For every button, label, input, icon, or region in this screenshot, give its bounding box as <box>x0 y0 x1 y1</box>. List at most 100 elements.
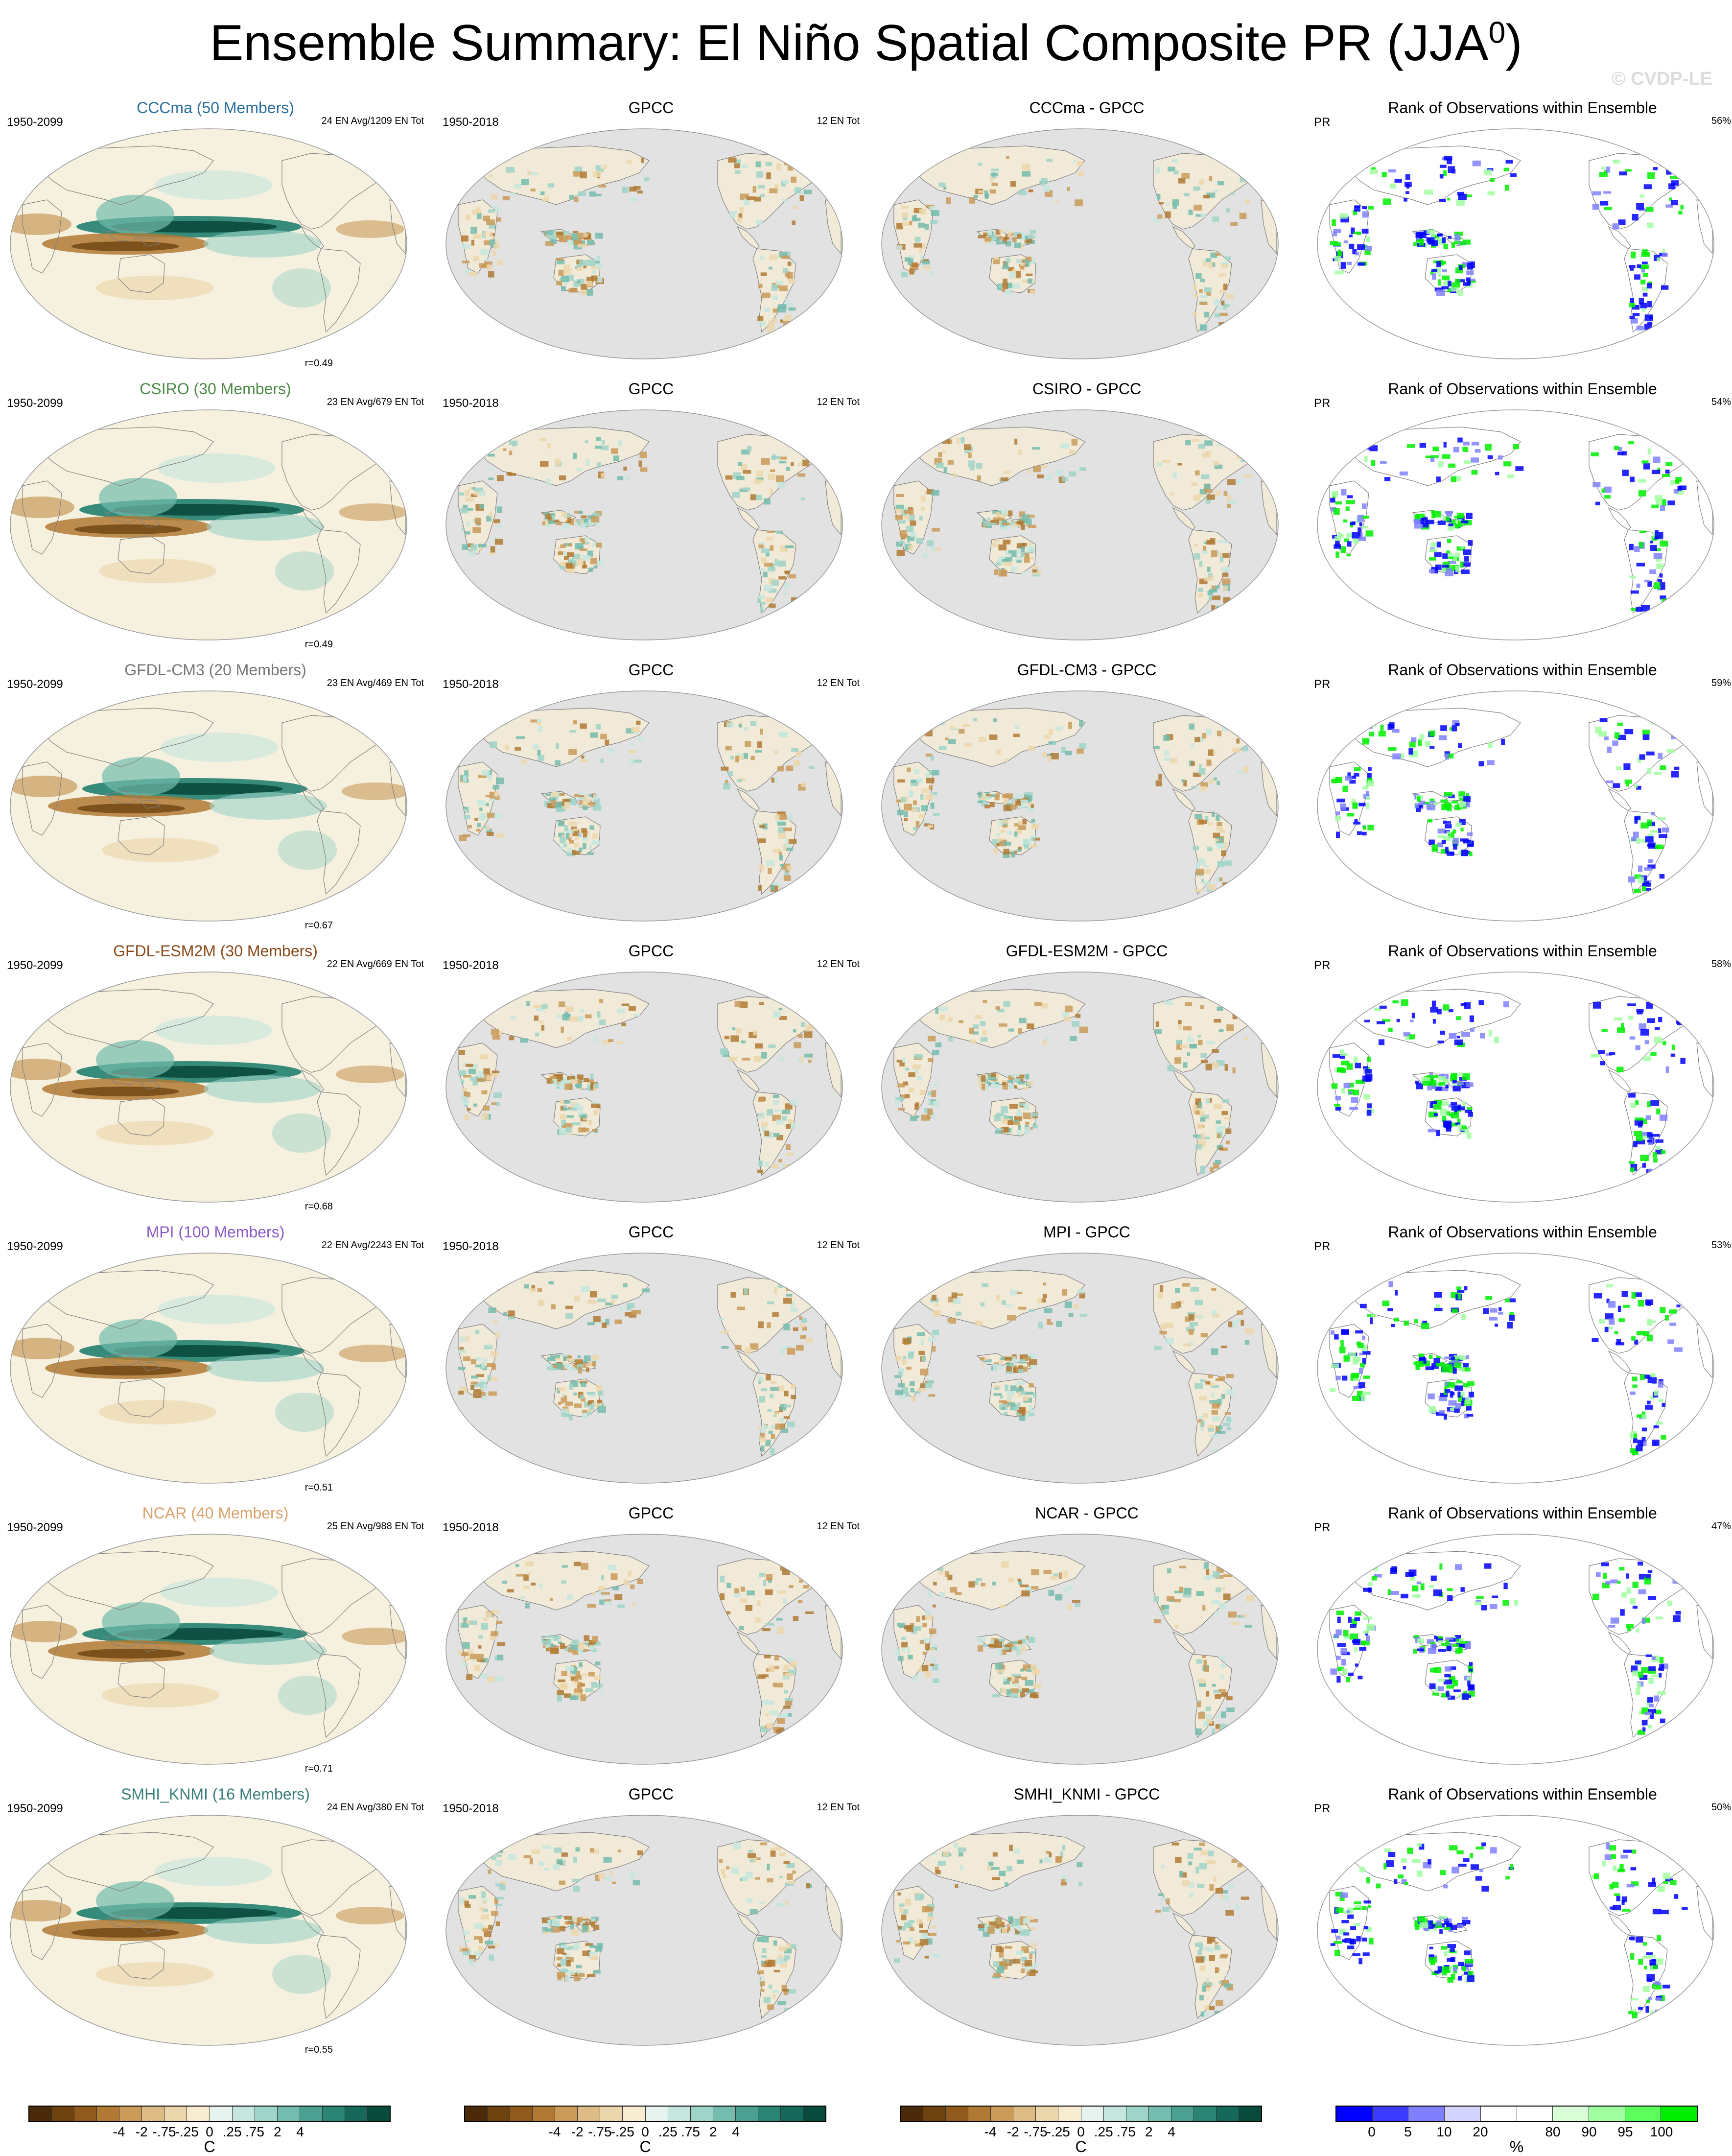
pattern-correlation: r=0.51 <box>305 1482 333 1493</box>
obs-panel-title: GPCC <box>436 1784 866 1804</box>
rank-panel-title: Rank of Observations within Ensemble <box>1307 1222 1732 1242</box>
rank-panel-title: Rank of Observations within Ensemble <box>1307 1784 1732 1804</box>
obs-map <box>444 1813 845 2048</box>
colorbar-tick-label: -.75 <box>588 2124 611 2140</box>
colorbar-tick-label: 2 <box>709 2124 717 2140</box>
colorbar-tick-label: 95 <box>1617 2124 1633 2140</box>
rank-percent: 50% <box>1711 1802 1731 1813</box>
colorbar-box <box>1013 2107 1036 2121</box>
rank-panel-title: Rank of Observations within Ensemble <box>1307 379 1732 399</box>
colorbar-tick-label: -.25 <box>175 2124 199 2140</box>
colorbar-box <box>164 2107 187 2121</box>
colorbar-tick-label: 4 <box>1168 2124 1175 2140</box>
rank-map <box>1315 688 1716 924</box>
model-stats: 24 EN Avg/1209 EN Tot <box>322 116 424 127</box>
colorbar-box <box>278 2107 300 2121</box>
colorbar-tick-label: -.75 <box>152 2124 176 2140</box>
diff-panel: GFDL-ESM2M - GPCC <box>871 941 1302 1215</box>
model-panel-title: CCCma (50 Members) <box>0 98 431 118</box>
colorbar-box <box>187 2107 210 2121</box>
colorbar-box <box>713 2107 736 2121</box>
colorbar-box <box>1104 2107 1126 2121</box>
colorbar-tick-label: 80 <box>1545 2124 1560 2140</box>
colorbar-tick-label: 0 <box>1077 2124 1085 2140</box>
model-map <box>8 126 409 361</box>
colorbar-tick-label: 90 <box>1581 2124 1596 2140</box>
colorbar-box <box>1373 2107 1409 2121</box>
colorbar-box <box>1517 2107 1553 2121</box>
colorbar-box <box>255 2107 278 2121</box>
colorbar-box <box>1336 2107 1373 2121</box>
colorbar-box <box>74 2107 97 2121</box>
diff-panel-title: SMHI_KNMI - GPCC <box>871 1784 1302 1804</box>
obs-stats: 12 EN Tot <box>817 1240 860 1251</box>
diff-panel-title: NCAR - GPCC <box>871 1503 1302 1523</box>
model-map <box>8 1532 409 1767</box>
pattern-correlation: r=0.68 <box>305 1201 333 1212</box>
model-stats: 22 EN Avg/669 EN Tot <box>327 959 424 970</box>
diff-map <box>879 1813 1281 2048</box>
colorbar-tick-label: -.25 <box>1047 2124 1070 2140</box>
colorbar-tick-label: .75 <box>681 2124 700 2140</box>
colorbar-tick-label: .75 <box>1117 2124 1136 2140</box>
model-map <box>8 688 409 924</box>
colorbar-boxes <box>28 2106 391 2122</box>
colorbar-box <box>465 2107 488 2121</box>
colorbar-tick-label: 0 <box>641 2124 649 2140</box>
obs-panel-title: GPCC <box>436 98 866 118</box>
diff-map <box>879 970 1281 1205</box>
model-panel-title: GFDL-CM3 (20 Members) <box>0 660 431 680</box>
colorbar-box <box>52 2107 74 2121</box>
pattern-correlation: r=0.71 <box>305 1763 333 1775</box>
colorbar-tick-label: -4 <box>984 2124 997 2140</box>
colorbar-box <box>1239 2107 1261 2121</box>
diff-panel-title: GFDL-ESM2M - GPCC <box>871 941 1302 961</box>
colorbar-box <box>1553 2107 1589 2121</box>
colorbar-box <box>555 2107 578 2121</box>
colorbar-box <box>1217 2107 1239 2121</box>
colorbar-tick-label: 2 <box>274 2124 281 2140</box>
model-stats: 23 EN Avg/469 EN Tot <box>327 678 424 689</box>
colorbar-box <box>233 2107 255 2121</box>
colorbar-box <box>1589 2107 1625 2121</box>
model-map <box>8 970 409 1205</box>
diff-map <box>879 126 1281 361</box>
diff-map <box>879 1251 1281 1486</box>
colorbar-box <box>29 2107 52 2121</box>
obs-stats: 12 EN Tot <box>817 1521 860 1532</box>
rank-map <box>1315 1532 1716 1767</box>
rank-percent: 54% <box>1711 397 1731 408</box>
colorbar-box <box>142 2107 164 2121</box>
colorbar-box <box>1126 2107 1149 2121</box>
rank-panel-title: Rank of Observations within Ensemble <box>1307 941 1732 961</box>
colorbar-tick-label: .25 <box>223 2124 242 2140</box>
colorbar-box <box>1081 2107 1104 2121</box>
colorbar-box <box>210 2107 233 2121</box>
colorbar-boxes <box>900 2106 1262 2122</box>
colorbar-box <box>1058 2107 1081 2121</box>
obs-map <box>444 407 845 642</box>
pattern-correlation: r=0.55 <box>305 2044 333 2056</box>
colorbar-tick-label: -.25 <box>611 2124 634 2140</box>
colorbar-box <box>803 2107 825 2121</box>
colorbar-box <box>901 2107 923 2121</box>
colorbar-tick-label: -4 <box>549 2124 561 2140</box>
colorbar-boxes <box>464 2106 826 2122</box>
colorbar-box <box>368 2107 390 2121</box>
